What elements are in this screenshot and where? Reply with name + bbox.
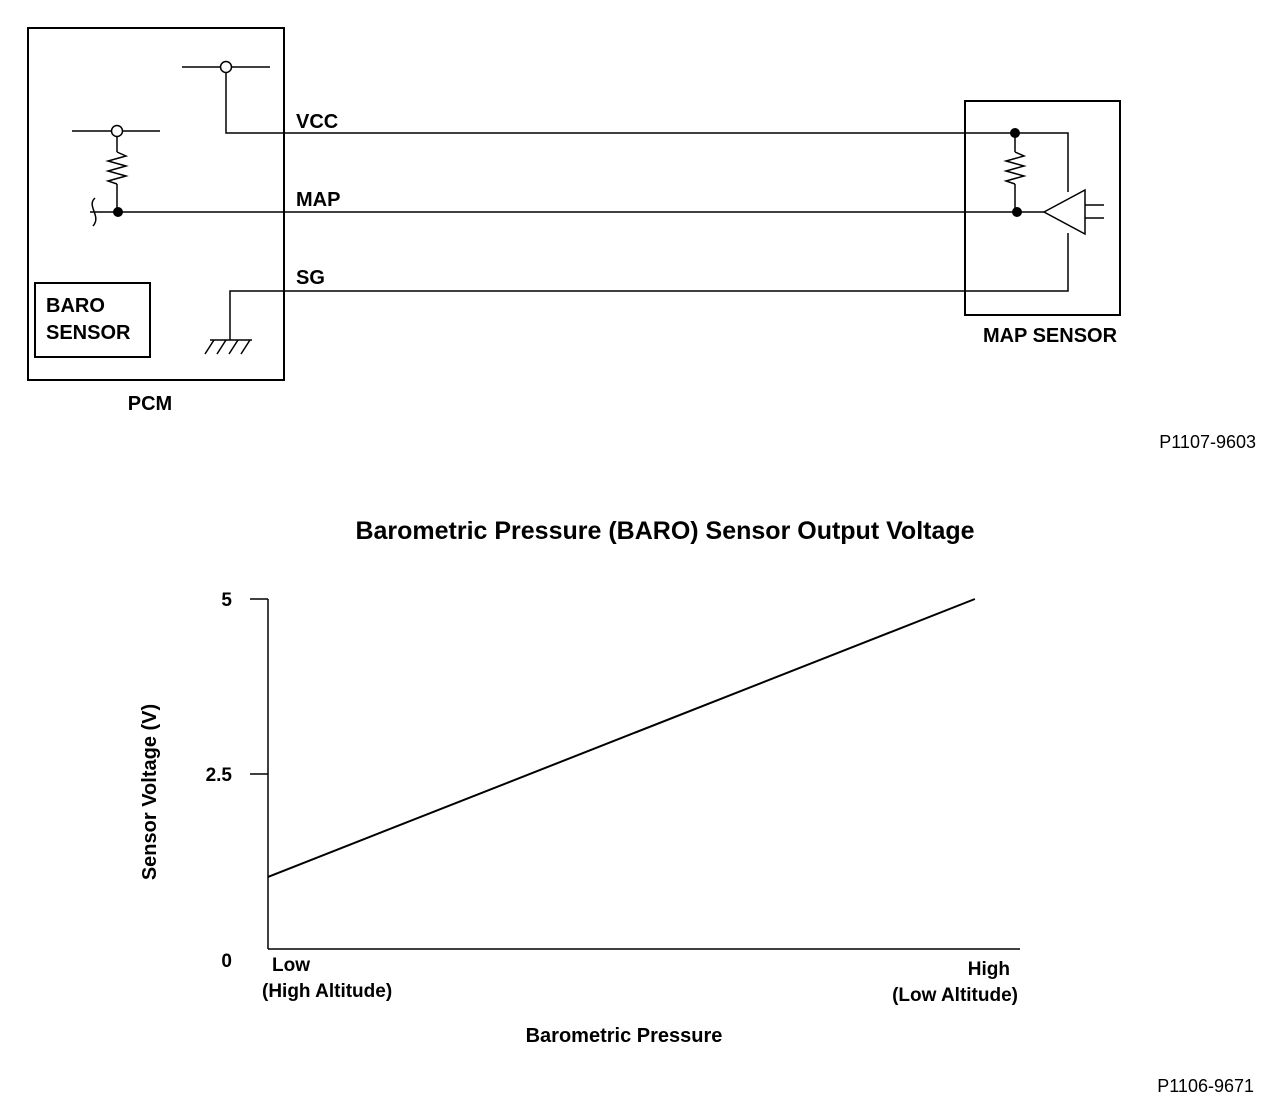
- x-tick-high-line1: High: [968, 959, 1010, 980]
- map-signal-junction: [1012, 207, 1022, 217]
- vcc-terminal: [219, 60, 233, 74]
- map-sensor-label: MAP SENSOR: [983, 325, 1118, 347]
- baro-sensor-label-line1: BARO: [46, 295, 105, 317]
- ground-hatch-3: [228, 339, 239, 355]
- pcm-box: [27, 27, 285, 381]
- x-tick-high-line2: (Low Altitude): [892, 985, 1018, 1006]
- sg-label: SG: [296, 267, 325, 289]
- x-axis-label: Barometric Pressure: [526, 1025, 723, 1047]
- chart-axes: [267, 599, 1020, 950]
- vcc-label: VCC: [296, 111, 338, 133]
- ground-hatch-1: [204, 339, 215, 355]
- map-label: MAP: [296, 189, 340, 211]
- sg-wire: [229, 233, 1069, 340]
- y-axis-label: Sensor Voltage (V): [139, 704, 161, 880]
- map-sensor-box: [964, 100, 1121, 316]
- baro-sensor-box: [34, 282, 151, 358]
- y-ticks: 02.55: [206, 590, 268, 972]
- ground-hatch-4: [240, 339, 251, 355]
- series-line: [267, 598, 976, 878]
- wiring-schematic: [27, 27, 1121, 381]
- baro-sensor-label-line2: SENSOR: [46, 322, 131, 344]
- ground-hatch-2: [216, 339, 227, 355]
- pcm-map-junction: [113, 207, 123, 217]
- pcm-resistor: [105, 151, 129, 185]
- vcc-wire: [225, 72, 1069, 192]
- pcm-label: PCM: [128, 393, 172, 415]
- y-tick-label: 0: [221, 951, 232, 972]
- map-resistor: [1003, 151, 1027, 185]
- pcm-pullup-terminal: [110, 124, 124, 138]
- chart-figure-ref: P1106-9671: [1157, 1076, 1254, 1096]
- x-tick-low-line2: (High Altitude): [262, 981, 392, 1002]
- y-tick-label: 2.5: [206, 765, 233, 786]
- schematic-figure-ref: P1107-9603: [1159, 432, 1256, 452]
- y-tick-label: 5: [221, 590, 232, 611]
- x-tick-low-line1: Low: [272, 955, 310, 976]
- chart-title: Barometric Pressure (BARO) Sensor Output…: [355, 517, 974, 545]
- map-amplifier: [1042, 188, 1086, 236]
